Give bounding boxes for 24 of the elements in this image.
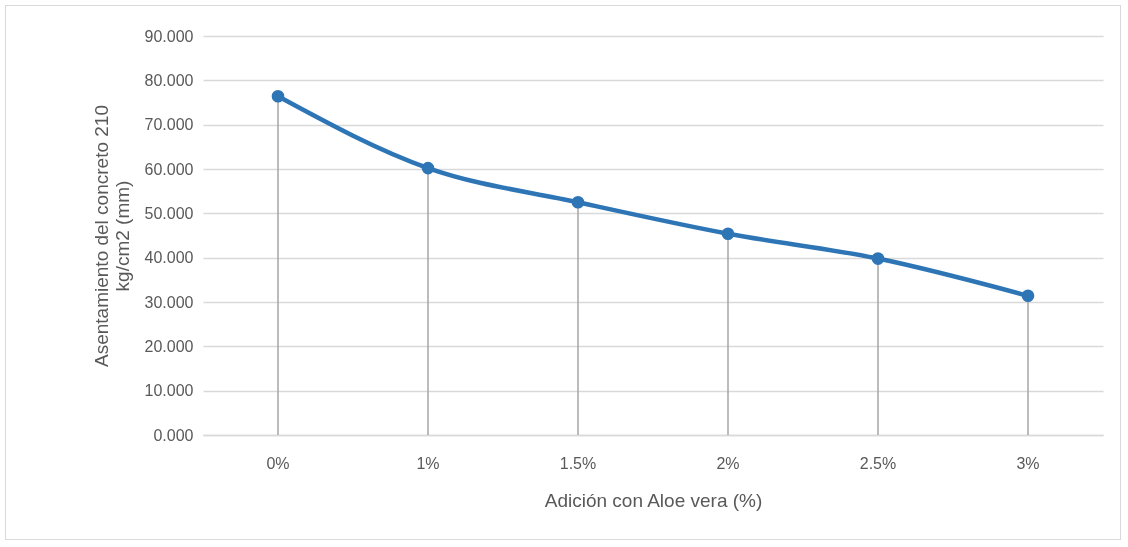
y-tick-label: 90.000 [144, 27, 194, 45]
y-tick-label: 40.000 [144, 249, 194, 267]
x-tick-label: 0% [266, 454, 290, 472]
y-tick-label: 50.000 [144, 204, 194, 222]
x-tick-label: 2% [716, 454, 740, 472]
y-tick-label: 20.000 [144, 337, 194, 355]
x-tick-label: 3% [1016, 454, 1040, 472]
point [871, 252, 885, 265]
y-tick-label: 30.000 [144, 293, 194, 311]
x-tick-label: 1% [416, 454, 440, 472]
x-axis-title: Adición con Aloe vera (%) [544, 489, 763, 511]
point [1021, 289, 1035, 303]
point [271, 89, 285, 103]
y-tick-label: 0.000 [153, 426, 194, 444]
y-tick-label: 80.000 [144, 71, 194, 89]
y-tick-label: 60.000 [144, 160, 194, 178]
y-tick-label: 10.000 [144, 382, 194, 400]
point [571, 195, 585, 209]
point [721, 227, 735, 241]
y-tick-label: 70.000 [144, 116, 194, 134]
point [421, 161, 435, 175]
y-axis-title: Asentamiento del concreto 210 kg/cm2 (mm) [90, 105, 133, 367]
x-tick-label: 1.5% [559, 454, 597, 472]
x-tick-label: 2.5% [859, 454, 897, 472]
